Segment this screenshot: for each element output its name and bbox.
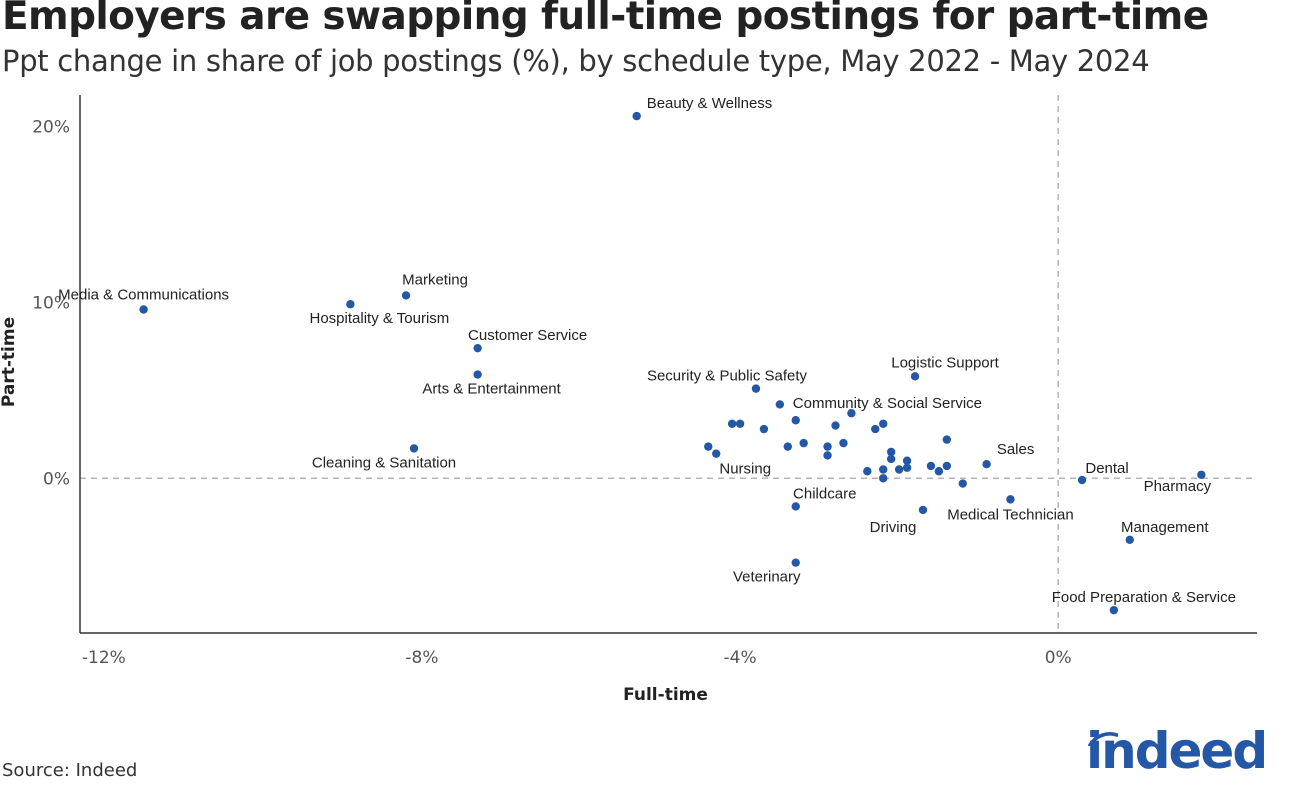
data-point	[473, 343, 482, 353]
data-point	[346, 300, 355, 309]
y-tick-label: 0%	[43, 469, 70, 489]
data-point	[799, 438, 808, 448]
y-tick-label: 20%	[32, 118, 70, 138]
y-tick-label: 10%	[32, 293, 70, 313]
data-point	[1125, 535, 1134, 545]
data-point	[1197, 470, 1206, 479]
data-point	[886, 447, 896, 457]
data-point	[712, 449, 721, 458]
point-label: Marketing	[402, 271, 468, 288]
data-point	[894, 465, 904, 474]
data-point	[942, 461, 952, 471]
point-label: Security & Public Safety	[647, 368, 808, 385]
data-point	[139, 305, 148, 314]
point-label: Childcare	[793, 485, 856, 502]
point-label: Logistic Support	[891, 354, 999, 371]
data-point	[409, 444, 419, 453]
data-point	[886, 454, 896, 464]
x-tick-label: -12%	[82, 648, 126, 668]
data-point	[1109, 605, 1119, 615]
point-label: Veterinary	[733, 569, 801, 586]
data-point	[902, 463, 912, 472]
data-point	[934, 467, 944, 476]
point-label: Management	[1121, 519, 1209, 536]
point-label: Arts & Entertainment	[422, 381, 561, 398]
data-point	[879, 465, 888, 474]
data-point	[473, 370, 482, 379]
data-point	[759, 424, 769, 434]
data-point	[823, 451, 832, 460]
data-point	[847, 409, 856, 418]
data-point	[823, 442, 832, 451]
point-label: Community & Social Service	[793, 395, 982, 412]
data-point	[727, 419, 737, 428]
data-point	[926, 461, 936, 471]
point-label: Driving	[870, 519, 917, 536]
chart-title: Employers are swapping full-time posting…	[2, 0, 1209, 39]
x-tick-label: -8%	[405, 648, 438, 668]
data-point	[958, 479, 967, 488]
data-point	[879, 474, 888, 483]
data-point	[704, 442, 713, 451]
point-label: Medical Technician	[947, 506, 1073, 523]
indeed-logo: indeed	[1086, 726, 1268, 776]
data-point	[1006, 495, 1015, 504]
data-point	[831, 421, 840, 430]
data-point	[910, 372, 920, 381]
data-point	[879, 419, 888, 428]
chart-subtitle: Ppt change in share of job postings (%),…	[2, 44, 1150, 78]
data-point	[871, 424, 880, 434]
point-label: Nursing	[719, 461, 771, 478]
data-point	[918, 505, 928, 515]
point-label: Customer Service	[468, 327, 587, 344]
y-axis-title: Part-time	[0, 317, 19, 407]
data-point	[783, 442, 792, 451]
data-point	[791, 502, 800, 511]
point-label: Media & Communications	[58, 286, 229, 303]
data-point	[401, 291, 411, 300]
point-label: Food Preparation & Service	[1052, 589, 1236, 606]
data-point	[775, 400, 785, 409]
x-tick-label: 0%	[1045, 648, 1072, 668]
point-label: Hospitality & Tourism	[310, 310, 450, 327]
data-point	[902, 456, 912, 465]
data-point	[751, 384, 761, 393]
point-label: Pharmacy	[1144, 478, 1212, 495]
data-point	[735, 419, 745, 428]
logo-wordmark: indeed	[1086, 722, 1268, 780]
x-tick-label: -4%	[724, 648, 757, 668]
logo-arc-icon	[1088, 732, 1118, 746]
data-point	[791, 558, 800, 567]
data-point	[791, 416, 800, 425]
point-label: Sales	[997, 441, 1035, 458]
data-point	[1077, 475, 1087, 485]
source-note: Source: Indeed	[2, 760, 138, 781]
data-point	[839, 438, 848, 448]
point-label: Cleaning & Sanitation	[312, 454, 456, 471]
data-point	[942, 435, 952, 444]
point-label: Dental	[1085, 460, 1128, 477]
data-point	[632, 111, 641, 121]
data-point	[863, 467, 872, 476]
point-label: Beauty & Wellness	[647, 95, 773, 112]
x-axis-title: Full-time	[623, 685, 708, 705]
data-point	[982, 460, 991, 469]
